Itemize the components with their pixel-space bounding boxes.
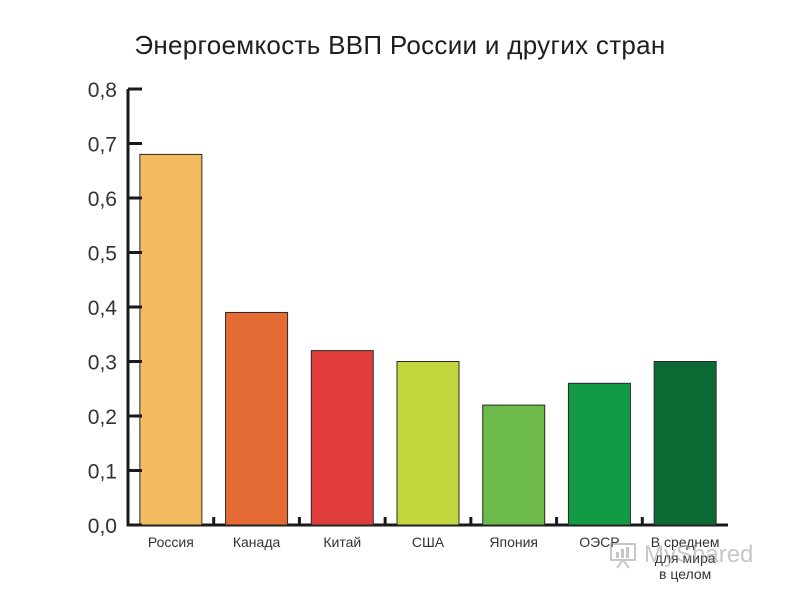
y-tick-label: 0,4 bbox=[88, 297, 118, 320]
y-tick-label: 0,8 bbox=[88, 79, 117, 102]
x-category-label: Япония bbox=[489, 534, 538, 550]
bar bbox=[310, 350, 374, 526]
x-category-label: Канада bbox=[233, 534, 281, 550]
y-tick-label: 0,3 bbox=[88, 352, 117, 375]
x-category-label: ОЭСР bbox=[579, 534, 619, 550]
x-category-label: США bbox=[412, 534, 445, 550]
chart-title: Энергоемкость ВВП России и других стран bbox=[134, 30, 666, 60]
x-category-label: Китай bbox=[323, 534, 361, 550]
bar bbox=[653, 361, 717, 526]
y-tick-label: 0,6 bbox=[88, 188, 117, 211]
y-tick-label: 0,1 bbox=[88, 461, 117, 484]
x-category-label: Россия bbox=[148, 534, 194, 550]
y-axis-ticks: 0,0 0,1 0,2 0,3 0,4 0,5 0,6 0,7 0,8 bbox=[88, 79, 142, 538]
bar bbox=[225, 311, 289, 526]
bar bbox=[482, 404, 546, 526]
x-axis-labels: Россия Канада Китай США Япония ОЭСР В среднем д… bbox=[148, 534, 720, 582]
bar bbox=[139, 153, 203, 526]
x-category-label: В среднем для мира в целом bbox=[651, 534, 720, 582]
bar bbox=[396, 361, 460, 526]
bar bbox=[567, 382, 631, 526]
y-tick-label: 0,7 bbox=[88, 134, 117, 157]
chart-bars bbox=[139, 153, 717, 526]
y-tick-label: 0,2 bbox=[88, 406, 117, 429]
y-tick-label: 0,0 bbox=[88, 515, 117, 538]
y-tick-label: 0,5 bbox=[88, 243, 117, 266]
